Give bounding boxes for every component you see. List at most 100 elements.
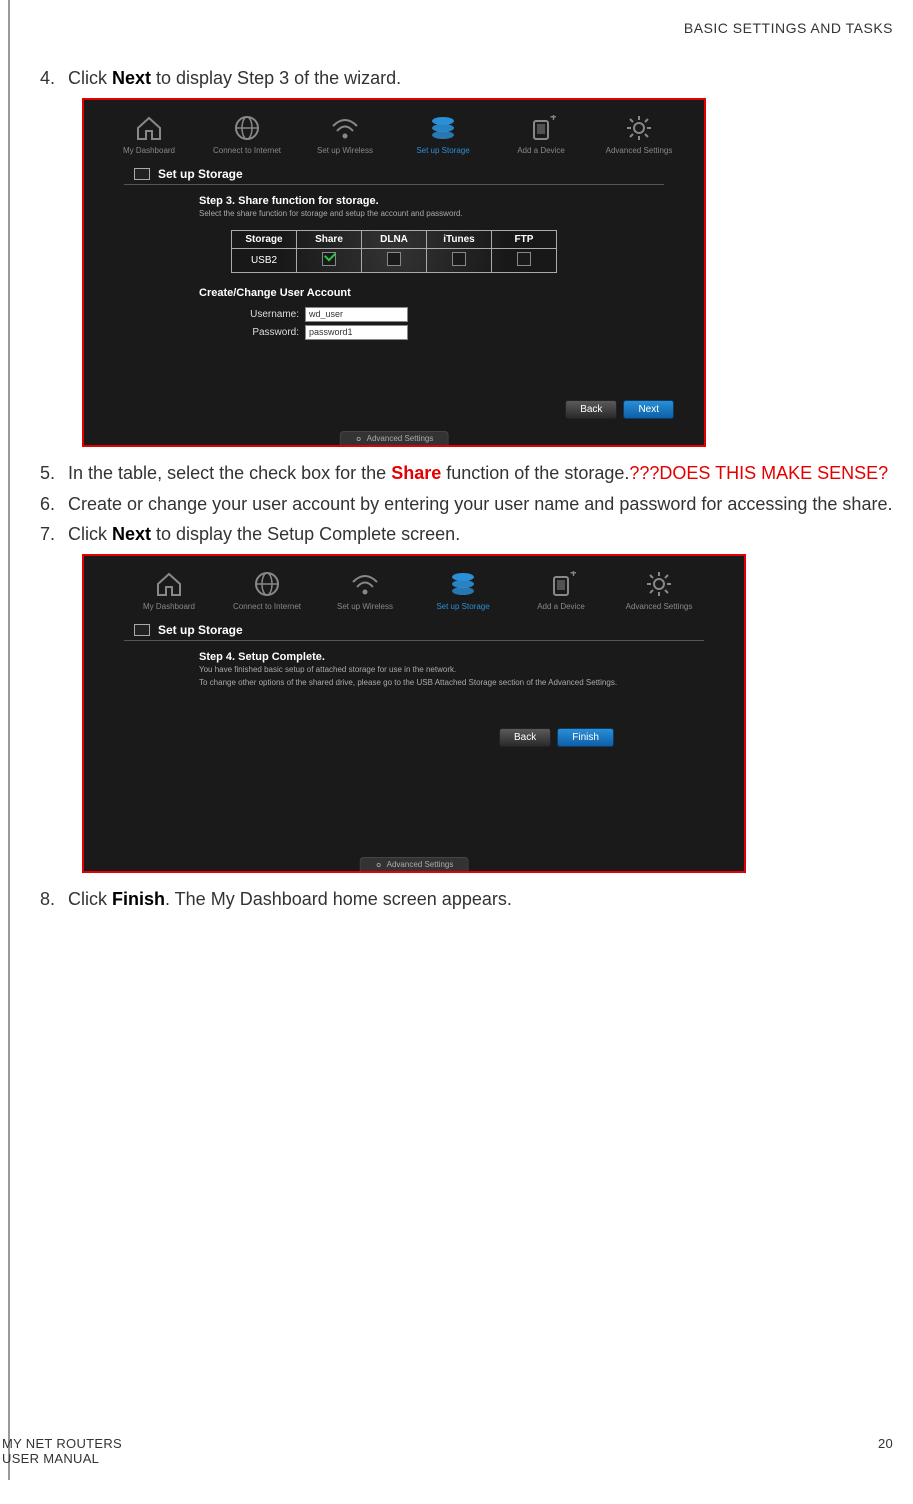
gear-icon	[355, 435, 363, 443]
step-4-num: 4.	[40, 66, 68, 90]
panel-title: Set up Storage	[158, 623, 243, 637]
nav-label: Add a Device	[517, 146, 565, 155]
step-5-pre: In the table, select the check box for t…	[68, 463, 391, 483]
globe-icon	[230, 114, 264, 142]
step-4: 4. Click Next to display Step 3 of the w…	[40, 66, 893, 90]
section-header: BASIC SETTINGS AND TASKS	[30, 20, 893, 36]
step-8-bold: Finish	[112, 889, 165, 909]
next-button[interactable]: Next	[623, 400, 674, 419]
top-nav: My Dashboard Connect to Internet Set up …	[84, 100, 704, 161]
nav-setup-storage[interactable]: Set up Storage	[423, 570, 503, 611]
advanced-settings-tab[interactable]: Advanced Settings	[360, 857, 469, 871]
nav-label: Connect to Internet	[233, 602, 301, 611]
storage-icon	[426, 114, 460, 142]
nav-setup-storage[interactable]: Set up Storage	[403, 114, 483, 155]
step-8: 8. Click Finish. The My Dashboard home s…	[40, 887, 893, 911]
storage-icon	[446, 570, 480, 598]
divider	[124, 640, 704, 641]
th-dlna: DLNA	[362, 230, 427, 248]
step-7-bold: Next	[112, 524, 151, 544]
gear-icon	[622, 114, 656, 142]
step-7: 7. Click Next to display the Setup Compl…	[40, 522, 893, 546]
page-footer: MY NET ROUTERS USER MANUAL 20	[10, 1436, 893, 1466]
finish-button[interactable]: Finish	[557, 728, 614, 747]
step-7-num: 7.	[40, 522, 68, 546]
panel-title: Set up Storage	[158, 167, 243, 181]
step-5-red: ???DOES THIS MAKE SENSE?	[629, 463, 888, 483]
td-storage: USB2	[232, 248, 297, 272]
step-4-post: to display Step 3 of the wizard.	[151, 68, 401, 88]
checkbox-share[interactable]	[322, 252, 336, 266]
nav-connect-internet[interactable]: Connect to Internet	[207, 114, 287, 155]
wizard-step-title: Step 4. Setup Complete.	[199, 651, 744, 663]
step-4-pre: Click	[68, 68, 112, 88]
checkbox-dlna[interactable]	[387, 252, 401, 266]
wizard-step-subtitle: Select the share function for storage an…	[199, 209, 704, 219]
back-button[interactable]: Back	[499, 728, 551, 747]
step-5-mid: function of the storage.	[441, 463, 629, 483]
step-8-pre: Click	[68, 889, 112, 909]
nav-label: Add a Device	[537, 602, 585, 611]
device-icon	[134, 624, 150, 636]
checkbox-ftp[interactable]	[517, 252, 531, 266]
password-input[interactable]	[305, 325, 408, 340]
top-nav: My Dashboard Connect to Internet Set up …	[84, 556, 744, 617]
username-label: Username:	[239, 309, 299, 320]
step-7-pre: Click	[68, 524, 112, 544]
step-5-share: Share	[391, 463, 441, 483]
device-icon	[134, 168, 150, 180]
globe-icon	[250, 570, 284, 598]
nav-advanced-settings[interactable]: Advanced Settings	[599, 114, 679, 155]
footer-line1: MY NET ROUTERS	[2, 1436, 122, 1451]
nav-setup-wireless[interactable]: Set up Wireless	[305, 114, 385, 155]
screenshot-step3: My Dashboard Connect to Internet Set up …	[82, 98, 706, 447]
advanced-settings-tab[interactable]: Advanced Settings	[340, 431, 449, 445]
step-6-text: Create or change your user account by en…	[68, 492, 893, 516]
nav-label: Set up Wireless	[337, 602, 393, 611]
username-input[interactable]	[305, 307, 408, 322]
wifi-icon	[328, 114, 362, 142]
nav-add-device[interactable]: + Add a Device	[521, 570, 601, 611]
nav-my-dashboard[interactable]: My Dashboard	[129, 570, 209, 611]
step-8-post: . The My Dashboard home screen appears.	[165, 889, 512, 909]
step-5: 5. In the table, select the check box fo…	[40, 461, 893, 485]
footer-line2: USER MANUAL	[2, 1451, 122, 1466]
th-share: Share	[297, 230, 362, 248]
home-icon	[132, 114, 166, 142]
wizard-step-title: Step 3. Share function for storage.	[199, 195, 704, 207]
wizard-step-sub2: To change other options of the shared dr…	[199, 678, 744, 688]
nav-connect-internet[interactable]: Connect to Internet	[227, 570, 307, 611]
back-button[interactable]: Back	[565, 400, 617, 419]
password-label: Password:	[239, 327, 299, 338]
step-5-num: 5.	[40, 461, 68, 485]
divider	[124, 184, 664, 185]
wifi-icon	[348, 570, 382, 598]
nav-setup-wireless[interactable]: Set up Wireless	[325, 570, 405, 611]
nav-label: Set up Wireless	[317, 146, 373, 155]
checkbox-itunes[interactable]	[452, 252, 466, 266]
step-8-num: 8.	[40, 887, 68, 911]
svg-text:+: +	[550, 115, 556, 124]
adv-label: Advanced Settings	[367, 434, 434, 443]
th-itunes: iTunes	[427, 230, 492, 248]
th-ftp: FTP	[492, 230, 557, 248]
page-number: 20	[878, 1436, 893, 1466]
gear-icon	[375, 861, 383, 869]
step-4-bold: Next	[112, 68, 151, 88]
add-device-icon: +	[544, 570, 578, 598]
th-storage: Storage	[232, 230, 297, 248]
svg-text:+: +	[570, 571, 576, 580]
gear-icon	[642, 570, 676, 598]
share-table: Storage Share DLNA iTunes FTP USB2	[231, 230, 557, 273]
nav-advanced-settings[interactable]: Advanced Settings	[619, 570, 699, 611]
home-icon	[152, 570, 186, 598]
step-6: 6. Create or change your user account by…	[40, 492, 893, 516]
nav-add-device[interactable]: + Add a Device	[501, 114, 581, 155]
nav-label: Connect to Internet	[213, 146, 281, 155]
nav-label: Set up Storage	[416, 146, 469, 155]
nav-label: Advanced Settings	[606, 146, 673, 155]
nav-label: Set up Storage	[436, 602, 489, 611]
nav-my-dashboard[interactable]: My Dashboard	[109, 114, 189, 155]
nav-label: My Dashboard	[123, 146, 175, 155]
adv-label: Advanced Settings	[387, 860, 454, 869]
